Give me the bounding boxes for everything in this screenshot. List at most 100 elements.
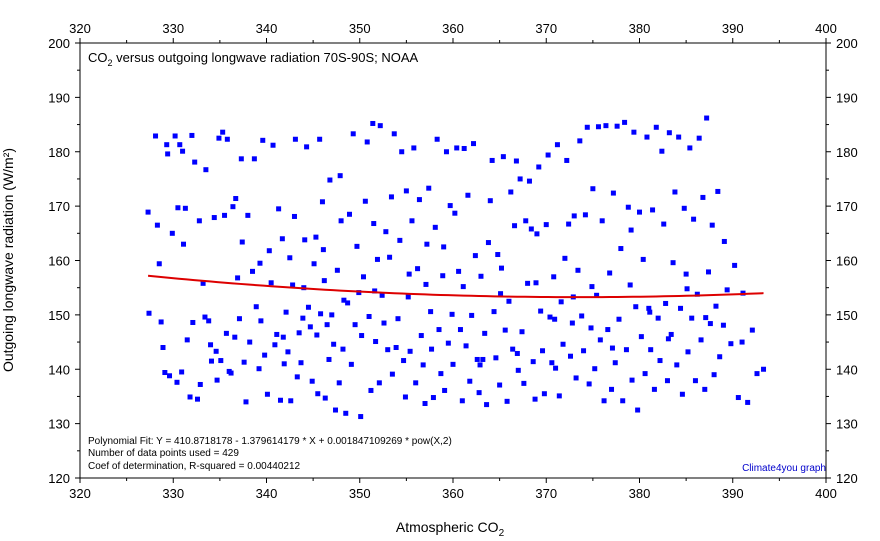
data-point [590,186,596,192]
data-point [554,142,560,148]
y-tick-label-right: 160 [836,254,858,269]
credit-label: Climate4you graph [742,463,826,474]
data-point [402,394,408,400]
data-point [525,280,531,286]
data-point [415,266,421,272]
data-point [291,213,297,219]
data-point [307,324,313,330]
data-point [601,398,607,404]
data-point [318,311,324,317]
data-point [661,221,667,227]
data-point [724,287,730,293]
data-point [648,347,654,353]
data-point [239,239,245,245]
data-point [521,380,527,386]
y-tick-label-left: 160 [48,254,70,269]
y-tick-label-left: 200 [48,36,70,51]
x-tick-label-top: 350 [349,21,371,36]
data-point [418,333,424,339]
y-tick-label-right: 180 [836,145,858,160]
data-point [333,407,339,413]
data-point [512,223,518,229]
data-point [553,365,559,371]
data-point [283,309,289,315]
data-point [532,396,538,402]
data-point [420,362,426,368]
data-point [610,190,616,196]
data-point [508,189,514,195]
data-point [366,314,372,320]
data-point [717,354,723,360]
data-point [401,358,407,364]
y-tick-label-right: 140 [836,362,858,377]
data-point [670,260,676,266]
data-point [552,316,558,322]
data-point [761,366,767,372]
data-point [327,177,333,183]
data-point [238,156,244,162]
data-point [530,359,536,365]
data-point [571,213,577,219]
data-point [387,254,393,260]
data-point [628,227,634,233]
data-point [456,268,462,274]
data-point [547,314,553,320]
data-point [341,297,347,303]
data-point [732,262,738,268]
data-point [631,129,637,135]
data-point [523,218,529,224]
data-point [457,327,463,333]
data-point [160,345,166,350]
y-tick-label-left: 190 [48,90,70,105]
data-point [441,244,447,250]
data-point [197,381,203,387]
data-point [495,252,501,258]
data-point [635,407,641,413]
data-point [250,268,256,274]
y-tick-label-left: 120 [48,471,70,486]
polynomial-fit-line [147,274,764,299]
data-point [692,378,698,384]
y-tick-label-left: 180 [48,145,70,160]
data-point [603,123,609,129]
data-point [236,316,242,322]
data-point [156,261,162,267]
data-point [551,274,557,280]
data-point [292,136,298,142]
data-point [517,176,523,182]
data-point [500,154,506,160]
data-point [202,314,208,320]
data-point [689,315,695,321]
data-point [370,120,376,126]
data-point [422,401,428,407]
data-point [182,205,188,211]
data-point [478,273,484,279]
data-point [241,359,247,365]
data-point [364,139,370,145]
data-point [575,267,581,273]
data-point [262,352,268,358]
data-point [646,305,652,311]
data-point [676,134,682,140]
data-point [702,386,708,392]
data-point [452,210,458,216]
data-point [232,334,238,340]
data-point [709,222,715,228]
data-point [706,269,712,275]
data-point [612,360,618,366]
x-tick-label-bottom: 370 [535,486,557,501]
data-point [538,308,544,314]
data-point [514,350,520,356]
y-tick-label-left: 140 [48,362,70,377]
data-point [651,386,657,392]
data-point [429,346,435,352]
data-point [399,149,405,155]
x-tick-label-top: 340 [256,21,278,36]
data-point [290,282,296,288]
x-axis-title: Atmospheric CO2 [396,519,505,539]
data-point [467,378,473,384]
data-point [498,265,504,271]
data-point [224,136,230,142]
data-point [287,255,293,261]
data-point [324,322,330,328]
